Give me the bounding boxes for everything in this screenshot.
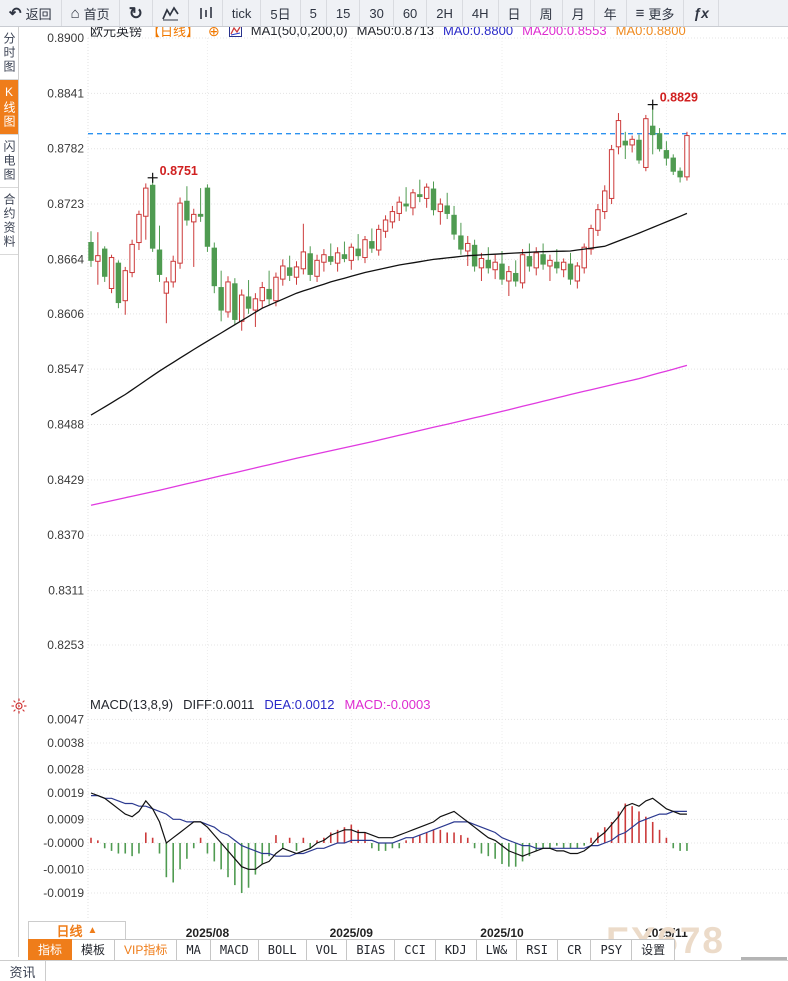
- period-label: 日线: [56, 924, 83, 939]
- line-chart-icon: [162, 5, 179, 21]
- period-selector[interactable]: 日线 ▲: [28, 921, 126, 940]
- indicator-settings-icon[interactable]: [11, 698, 27, 714]
- svg-text:0.8664: 0.8664: [47, 252, 84, 266]
- candlestick-icon[interactable]: [228, 24, 242, 37]
- symbol-name: 欧元英镑: [90, 24, 143, 39]
- tab-settings[interactable]: 设置: [632, 939, 676, 961]
- svg-text:2025/11: 2025/11: [645, 926, 688, 940]
- svg-text:-0.0010: -0.0010: [43, 862, 84, 876]
- timeframe-month[interactable]: 月: [563, 0, 595, 26]
- sidebar-item-time-chart[interactable]: 分时图: [0, 27, 18, 80]
- svg-text:0.8782: 0.8782: [47, 142, 84, 156]
- timeframe-15m[interactable]: 15: [327, 0, 361, 26]
- timeframe-week[interactable]: 周: [531, 0, 563, 26]
- dea-value: DEA:0.0012: [264, 697, 335, 712]
- svg-text:2025/09: 2025/09: [330, 926, 374, 940]
- triangle-up-icon: ▲: [87, 925, 98, 936]
- svg-text:0.8900: 0.8900: [47, 31, 84, 45]
- timeframe-60m[interactable]: 60: [394, 0, 428, 26]
- home-icon: ⌂: [70, 4, 80, 22]
- svg-text:0.8606: 0.8606: [47, 307, 84, 321]
- timeframe-5m[interactable]: 5: [301, 0, 327, 26]
- fx-icon: ƒx: [693, 5, 709, 21]
- svg-text:-0.0000: -0.0000: [43, 836, 84, 850]
- sidebar-item-lightning-chart[interactable]: 闪电图: [0, 135, 18, 188]
- tab-templates[interactable]: 模板: [72, 939, 116, 961]
- svg-text:0.8751: 0.8751: [160, 164, 198, 178]
- svg-text:-0.0019: -0.0019: [43, 886, 84, 900]
- svg-text:0.8311: 0.8311: [48, 584, 84, 598]
- tab-bias[interactable]: BIAS: [347, 939, 396, 961]
- formula-button[interactable]: ƒx: [684, 0, 719, 26]
- svg-text:0.0047: 0.0047: [47, 712, 84, 726]
- home-button[interactable]: ⌂ 首页: [62, 0, 120, 26]
- svg-text:0.0038: 0.0038: [47, 736, 84, 750]
- chart-type-sidebar: 分时图 K线图 闪电图 合约资料: [0, 27, 19, 957]
- macd-settings: MACD(13,8,9): [90, 697, 174, 712]
- back-arrow-icon: ↶: [9, 4, 22, 22]
- svg-text:0.8841: 0.8841: [47, 86, 84, 100]
- tab-vol[interactable]: VOL: [306, 939, 348, 961]
- svg-text:2025/08: 2025/08: [186, 926, 230, 940]
- tab-lwr[interactable]: LW&: [476, 939, 518, 961]
- bottom-bar: 资讯: [0, 960, 788, 981]
- tab-cci[interactable]: CCI: [395, 939, 436, 961]
- timeframe-4h[interactable]: 4H: [463, 0, 499, 26]
- timeframe-30m[interactable]: 30: [360, 0, 394, 26]
- refresh-icon: ↻: [128, 3, 143, 23]
- svg-text:0.8253: 0.8253: [47, 638, 84, 652]
- period-tag: 【日线】: [147, 24, 200, 39]
- timeframe-5d[interactable]: 5日: [261, 0, 301, 26]
- tab-ma[interactable]: MA: [177, 939, 211, 961]
- bar-chart-mode-button[interactable]: [189, 0, 223, 26]
- tab-kdj[interactable]: KDJ: [435, 939, 477, 961]
- svg-text:0.0028: 0.0028: [47, 762, 84, 776]
- tab-macd[interactable]: MACD: [210, 939, 259, 961]
- svg-text:0.8429: 0.8429: [47, 473, 84, 487]
- timeframe-2h[interactable]: 2H: [427, 0, 463, 26]
- tab-cr[interactable]: CR: [557, 939, 592, 961]
- ohlc-bars-icon: [198, 6, 213, 21]
- macd-value: MACD:-0.0003: [344, 697, 431, 712]
- svg-text:2025/10: 2025/10: [480, 926, 524, 940]
- svg-text:0.8370: 0.8370: [47, 528, 84, 542]
- svg-text:0.0009: 0.0009: [47, 812, 84, 826]
- sidebar-item-kline-chart[interactable]: K线图: [0, 80, 18, 135]
- home-label: 首页: [83, 6, 110, 22]
- svg-text:0.8723: 0.8723: [47, 197, 84, 211]
- timeframe-day[interactable]: 日: [499, 0, 531, 26]
- timeframe-tick[interactable]: tick: [223, 0, 262, 26]
- top-toolbar: ↶ 返回 ⌂ 首页 ↻ tick 5日 5 15 30 60 2H 4H 日 周: [0, 0, 788, 27]
- timeframe-year[interactable]: 年: [595, 0, 627, 26]
- svg-text:0.8488: 0.8488: [47, 418, 84, 432]
- tab-indicators[interactable]: 指标: [28, 939, 73, 961]
- add-indicator-icon[interactable]: ⊕: [208, 22, 220, 39]
- hamburger-icon: ≡: [635, 4, 645, 22]
- svg-text:0.0019: 0.0019: [47, 786, 84, 800]
- more-label: 更多: [648, 6, 675, 22]
- svg-text:0.8547: 0.8547: [47, 362, 84, 376]
- tab-news[interactable]: 资讯: [0, 961, 46, 981]
- tab-vip-indicators[interactable]: VIP指标: [115, 939, 178, 961]
- refresh-button[interactable]: ↻: [120, 0, 153, 26]
- tab-boll[interactable]: BOLL: [258, 939, 307, 961]
- tab-psy[interactable]: PSY: [591, 939, 633, 961]
- macd-header: MACD(13,8,9) DIFF:0.0011 DEA:0.0012 MACD…: [90, 697, 430, 712]
- diff-value: DIFF:0.0011: [183, 697, 255, 712]
- more-button[interactable]: ≡ 更多: [627, 0, 685, 26]
- back-button[interactable]: ↶ 返回: [0, 0, 62, 26]
- sidebar-item-contract-info[interactable]: 合约资料: [0, 188, 18, 255]
- back-label: 返回: [25, 6, 52, 22]
- line-chart-mode-button[interactable]: [153, 0, 189, 26]
- tab-rsi[interactable]: RSI: [517, 939, 558, 961]
- svg-text:0.8829: 0.8829: [660, 91, 698, 105]
- indicator-tabs: 指标 模板 VIP指标 MA MACD BOLL VOL BIAS CCI KD…: [28, 939, 676, 961]
